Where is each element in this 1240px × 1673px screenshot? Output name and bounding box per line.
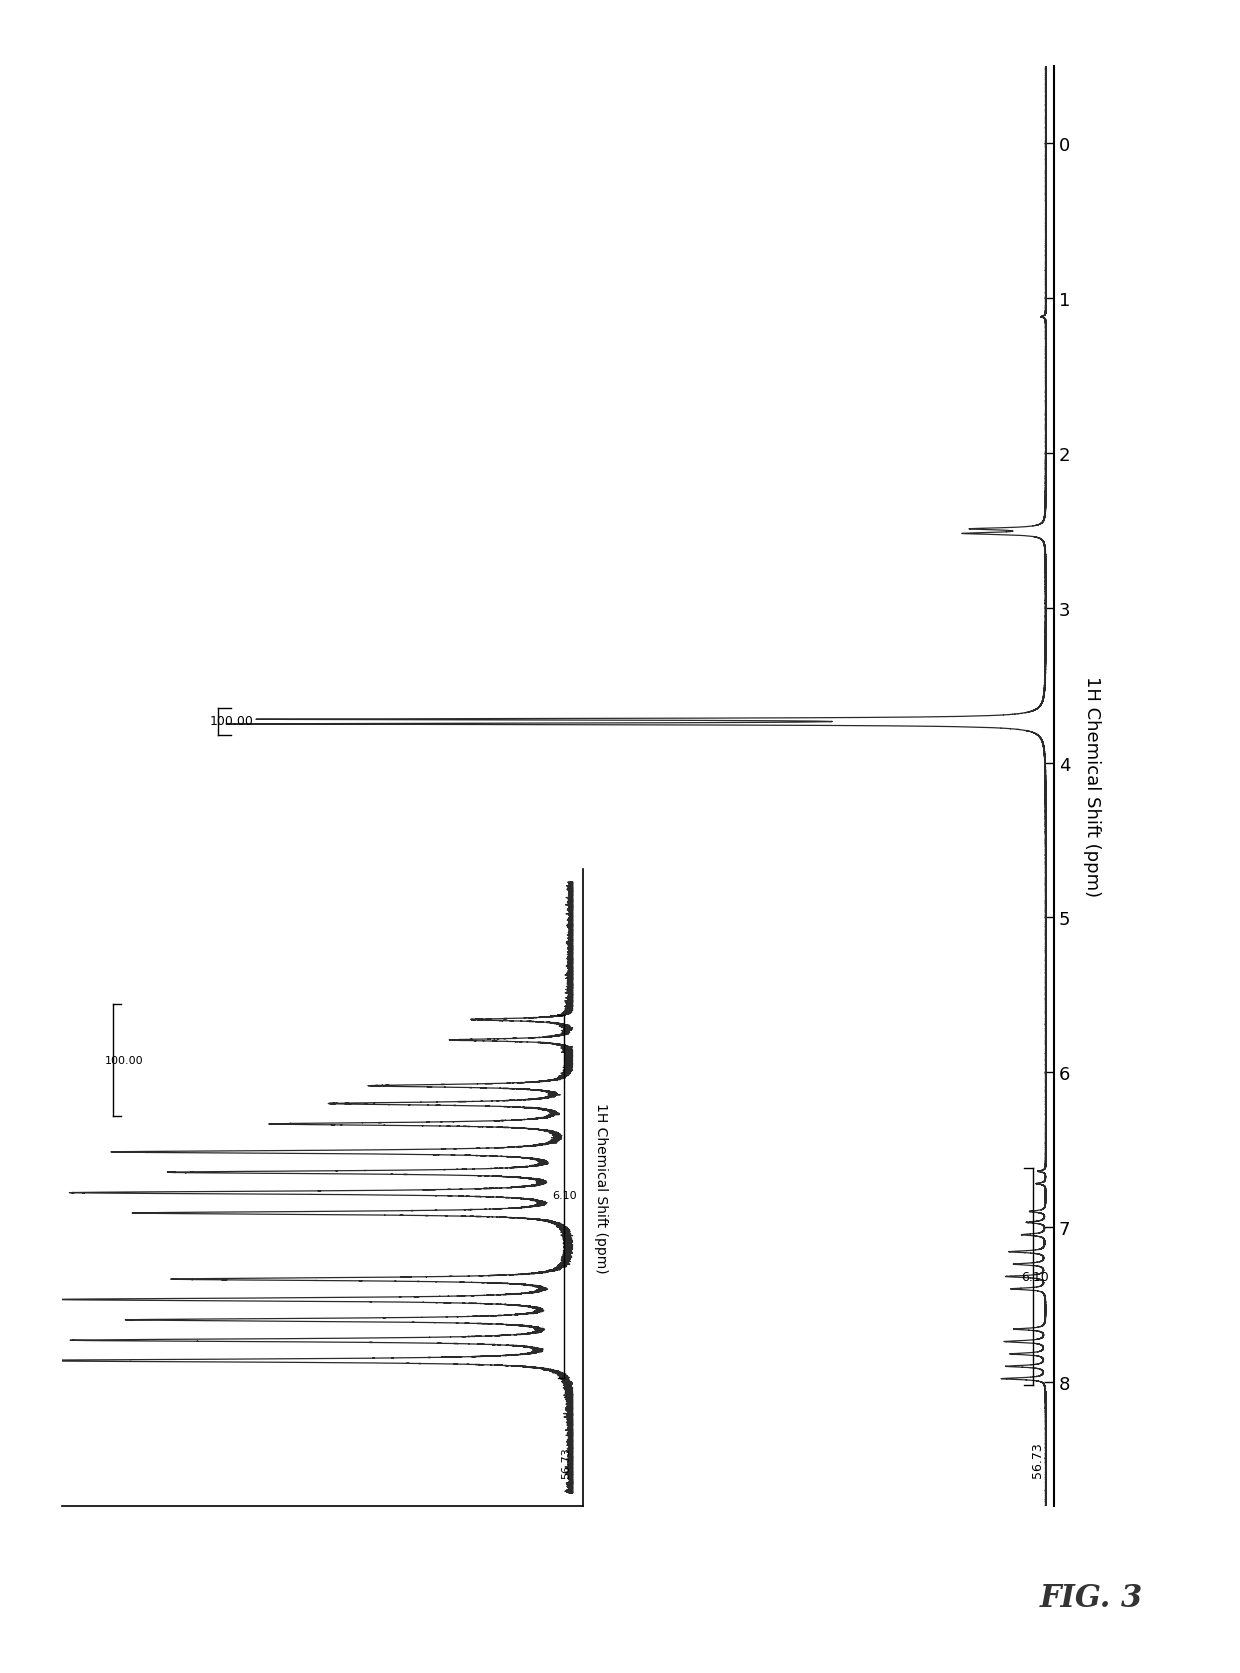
Y-axis label: 1H Chemical Shift (ppm): 1H Chemical Shift (ppm): [1083, 676, 1101, 897]
Text: 56.73: 56.73: [562, 1447, 572, 1479]
Text: 56.73: 56.73: [1032, 1442, 1044, 1477]
Y-axis label: 1H Chemical Shift (ppm): 1H Chemical Shift (ppm): [594, 1103, 608, 1273]
Text: 100.00: 100.00: [210, 714, 253, 728]
Text: 6.10: 6.10: [552, 1191, 577, 1201]
Text: 6.10: 6.10: [1022, 1270, 1049, 1283]
Text: 100.00: 100.00: [105, 1056, 144, 1066]
Text: FIG. 3: FIG. 3: [1039, 1583, 1143, 1613]
